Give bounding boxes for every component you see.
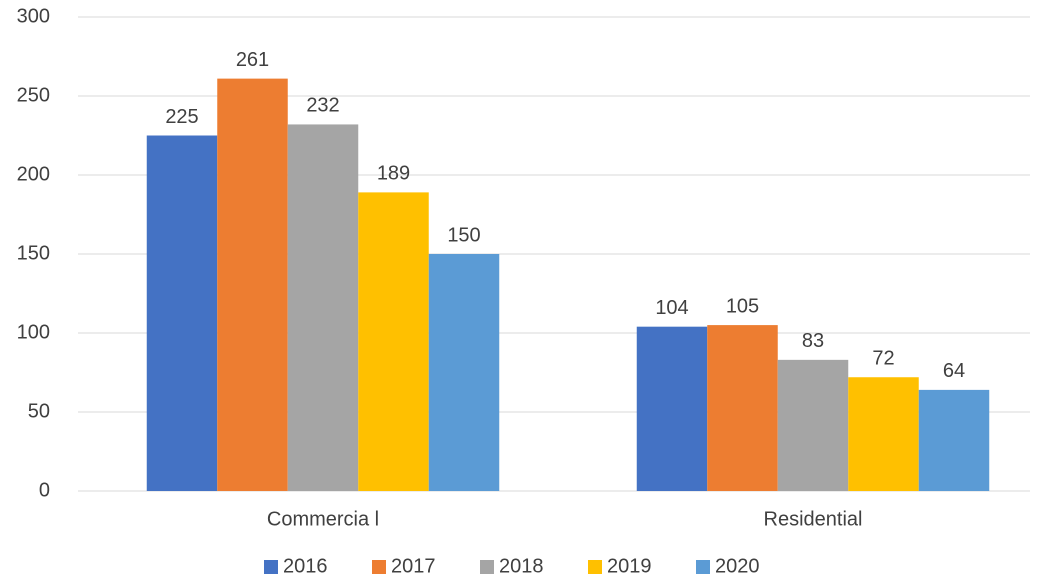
value-label: 72	[872, 348, 894, 370]
bar	[918, 389, 990, 491]
value-label: 105	[726, 295, 759, 317]
value-label: 225	[165, 106, 198, 128]
legend-label: 2019	[607, 555, 652, 577]
y-tick-label: 250	[17, 84, 50, 106]
value-label: 83	[802, 330, 824, 352]
bar	[848, 377, 919, 491]
bar	[777, 359, 849, 491]
bar	[707, 325, 778, 491]
legend-label: 2016	[283, 555, 328, 577]
legend-swatch	[372, 560, 386, 574]
y-tick-label: 50	[28, 400, 50, 422]
legend-swatch	[696, 560, 710, 574]
bar	[636, 326, 708, 491]
y-tick-label: 300	[17, 5, 50, 27]
bar	[217, 78, 288, 492]
value-label: 261	[236, 49, 269, 71]
y-tick-label: 100	[17, 321, 50, 343]
x-tick-label: Residential	[764, 508, 863, 530]
legend-label: 2018	[499, 555, 544, 577]
value-label: 189	[377, 163, 410, 185]
bar	[287, 124, 359, 491]
bar	[358, 192, 429, 491]
legend-swatch	[588, 560, 602, 574]
value-label: 104	[655, 297, 688, 319]
bar	[146, 135, 218, 491]
legend-label: 2020	[715, 555, 760, 577]
y-tick-label: 0	[39, 479, 50, 501]
legend-swatch	[480, 560, 494, 574]
value-label: 64	[943, 360, 965, 382]
legend-swatch	[264, 560, 278, 574]
y-tick-label: 150	[17, 242, 50, 264]
legend-label: 2017	[391, 555, 436, 577]
value-label: 150	[447, 224, 480, 246]
y-tick-label: 200	[17, 163, 50, 185]
value-label: 232	[306, 95, 339, 117]
x-tick-label: Commercia l	[267, 508, 379, 530]
bar	[428, 254, 500, 491]
